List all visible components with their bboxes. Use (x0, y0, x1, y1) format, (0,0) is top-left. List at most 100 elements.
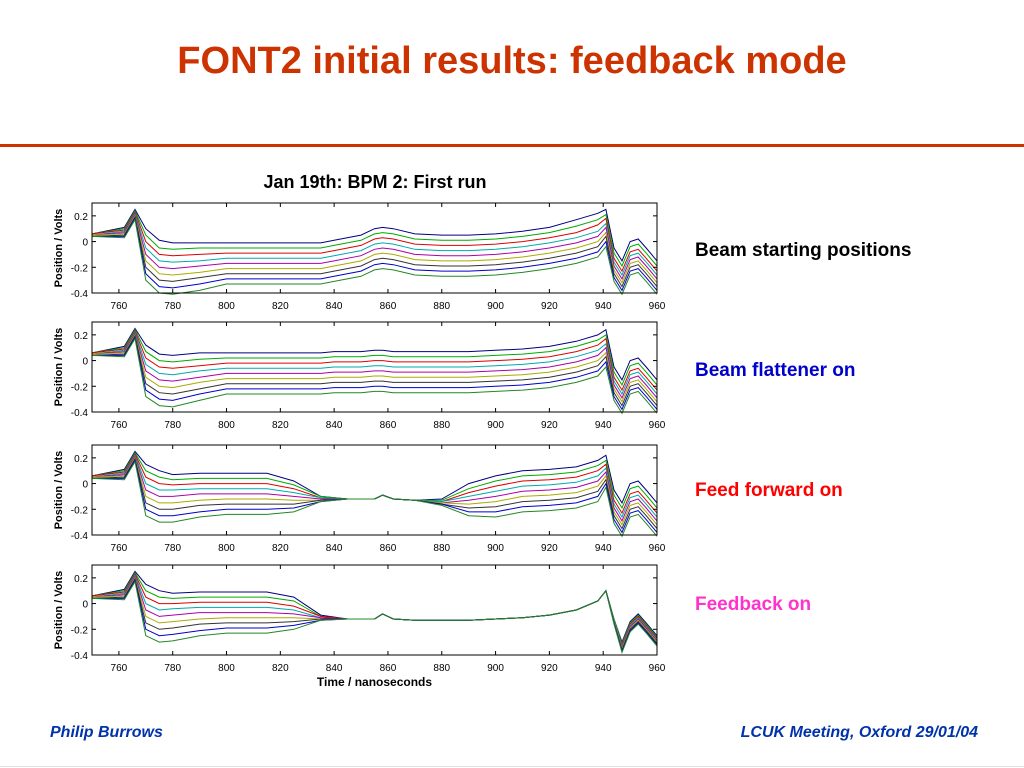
label-feed-forward-on: Feed forward on (695, 480, 843, 501)
series-line-4 (91, 454, 658, 519)
series-line-5 (91, 213, 658, 280)
x-tick-label: 760 (111, 543, 128, 554)
x-tick-label: 920 (541, 543, 558, 554)
label-feedback-on: Feedback on (695, 594, 812, 615)
series-line-1 (91, 570, 658, 644)
label-beam-flattener-on: Beam flattener on (695, 360, 856, 381)
x-tick-label: 920 (541, 301, 558, 312)
chart-panel-1: 760 780 800 820 840 860 880 900 920 940 960 0.2 0 -0.… (53, 202, 666, 312)
chart-panel-3: 760 780 800 820 840 860 880 900 920 940 960 0.2 0 -0.… (53, 444, 666, 554)
series-line-2 (91, 451, 658, 510)
x-tick-label: 900 (487, 543, 504, 554)
series-line-6 (91, 576, 658, 651)
x-tick-label: 860 (380, 543, 397, 554)
series-line-5 (91, 332, 658, 399)
series-line-1 (91, 208, 658, 262)
series-line-9 (91, 460, 658, 538)
x-tick-label: 940 (595, 543, 612, 554)
series-line-3 (91, 452, 658, 515)
x-tick-label: 800 (218, 543, 235, 554)
x-axis-label: Time / nanoseconds (317, 675, 432, 689)
x-tick-label: 780 (164, 301, 181, 312)
x-tick-label: 820 (272, 420, 289, 431)
series-line-9 (91, 218, 658, 296)
y-tick-label: 0.2 (74, 454, 88, 465)
y-tick-label: -0.2 (71, 505, 89, 516)
y-tick-label: -0.4 (71, 408, 89, 419)
footer-author: Philip Burrows (50, 724, 163, 741)
x-tick-label: 820 (272, 543, 289, 554)
y-tick-label: 0 (82, 357, 88, 368)
series-line-9 (91, 580, 658, 654)
x-tick-label: 760 (111, 663, 128, 674)
y-axis-label: Position / Volts (53, 571, 65, 650)
x-tick-label: 760 (111, 420, 128, 431)
x-tick-label: 860 (380, 663, 397, 674)
x-tick-label: 940 (595, 420, 612, 431)
x-tick-label: 960 (649, 301, 666, 312)
series-line-8 (92, 217, 658, 292)
title-divider (0, 144, 1024, 147)
series-line-3 (91, 210, 658, 273)
x-tick-label: 960 (649, 663, 666, 674)
y-tick-label: -0.2 (71, 382, 89, 393)
series-line-7 (91, 334, 658, 407)
figure-title: Jan 19th: BPM 2: First run (263, 172, 487, 192)
x-tick-label: 880 (433, 543, 450, 554)
plot-frame (91, 321, 658, 413)
x-tick-label: 920 (541, 420, 558, 431)
y-tick-label: 0 (82, 480, 88, 491)
plot-frame (91, 444, 658, 536)
series-line-6 (91, 214, 658, 284)
x-tick-label: 780 (164, 420, 181, 431)
x-tick-label: 840 (326, 663, 343, 674)
x-tick-label: 840 (326, 301, 343, 312)
x-tick-label: 940 (595, 301, 612, 312)
y-tick-label: -0.2 (71, 625, 89, 636)
x-tick-label: 900 (487, 420, 504, 431)
x-tick-label: 920 (541, 663, 558, 674)
x-tick-label: 860 (380, 420, 397, 431)
x-tick-label: 900 (487, 301, 504, 312)
y-tick-label: -0.4 (71, 651, 89, 662)
y-tick-label: 0.2 (74, 212, 88, 223)
x-tick-label: 960 (649, 543, 666, 554)
y-tick-label: 0 (82, 238, 88, 249)
x-tick-label: 780 (164, 543, 181, 554)
series-line-5 (91, 575, 658, 649)
x-tick-label: 800 (218, 663, 235, 674)
bottom-divider (0, 766, 1024, 767)
footer-meeting: LCUK Meeting, Oxford 29/01/04 (740, 724, 978, 741)
plot-frame (91, 564, 658, 656)
x-tick-label: 960 (649, 420, 666, 431)
x-tick-label: 780 (164, 663, 181, 674)
x-tick-label: 840 (326, 543, 343, 554)
x-tick-label: 800 (218, 420, 235, 431)
x-tick-label: 840 (326, 420, 343, 431)
series-line-2 (91, 328, 658, 387)
y-tick-label: 0.2 (74, 574, 88, 585)
x-tick-label: 820 (272, 663, 289, 674)
x-tick-label: 880 (433, 301, 450, 312)
plot-frame (91, 202, 658, 294)
series-line-4 (91, 331, 658, 396)
chart-panel-2: 760 780 800 820 840 860 880 900 920 940 960 0.2 0 -0.… (53, 321, 666, 431)
y-axis-label: Position / Volts (53, 328, 65, 407)
y-tick-label: 0 (82, 600, 88, 611)
series-line-5 (91, 455, 658, 522)
y-tick-label: 0.2 (74, 331, 88, 342)
series-line-9 (91, 337, 658, 415)
series-line-4 (91, 212, 658, 277)
label-beam-starting-positions: Beam starting positions (695, 240, 912, 261)
x-tick-label: 880 (433, 663, 450, 674)
series-line-6 (91, 333, 658, 403)
series-line-1 (91, 327, 658, 381)
x-tick-label: 760 (111, 301, 128, 312)
x-tick-label: 880 (433, 420, 450, 431)
x-tick-label: 940 (595, 663, 612, 674)
series-line-8 (92, 336, 658, 411)
series-line-7 (91, 215, 658, 288)
y-tick-label: -0.2 (71, 263, 89, 274)
y-tick-label: -0.4 (71, 289, 89, 300)
